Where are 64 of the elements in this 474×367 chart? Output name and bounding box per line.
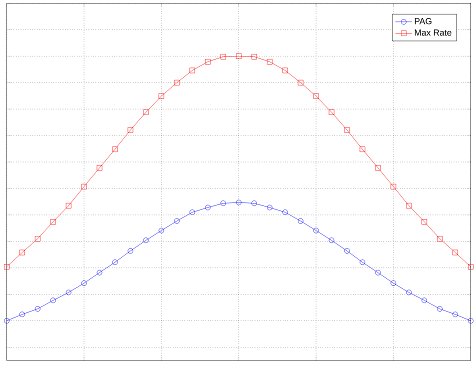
point [112,259,118,265]
legend-label: PAG [414,18,432,24]
point [313,228,319,234]
point [452,312,458,318]
point [360,146,366,152]
point [34,236,40,242]
point [112,146,118,152]
point [313,93,319,99]
legend-label: Max Rate [414,29,452,36]
point [4,318,10,324]
point [174,80,180,86]
point [190,209,196,215]
point [375,270,381,276]
point [236,200,242,206]
point [19,250,25,256]
point [282,209,288,215]
point [205,58,211,64]
point [328,238,334,243]
point [19,312,25,318]
point [266,58,272,64]
point [251,54,257,60]
point [422,219,428,224]
point [390,184,396,190]
point [360,259,366,265]
point [143,238,149,243]
point [266,204,272,210]
point [251,200,257,206]
point [66,202,72,208]
point [437,236,443,242]
point [220,200,226,206]
point [220,54,226,60]
point [422,298,428,304]
point [96,165,102,170]
point [128,248,134,254]
point [96,270,102,276]
point [4,264,10,270]
point [406,202,412,208]
point [190,68,196,74]
point [128,127,134,133]
point [50,219,56,224]
point [174,218,180,224]
point [344,248,350,254]
point [375,165,381,170]
point [66,290,72,296]
point [236,53,242,59]
point [298,218,304,224]
point [452,250,458,256]
point [81,184,87,190]
point [468,264,474,270]
point [50,298,56,304]
point [390,280,396,286]
point [34,306,40,312]
point [143,109,149,115]
point [437,306,443,312]
point [205,204,211,210]
point [328,109,334,115]
point [282,68,288,74]
point [158,228,164,234]
point [344,127,350,133]
point [468,318,474,324]
point [158,93,164,99]
point [298,80,304,86]
point [81,280,87,286]
point [406,290,412,296]
